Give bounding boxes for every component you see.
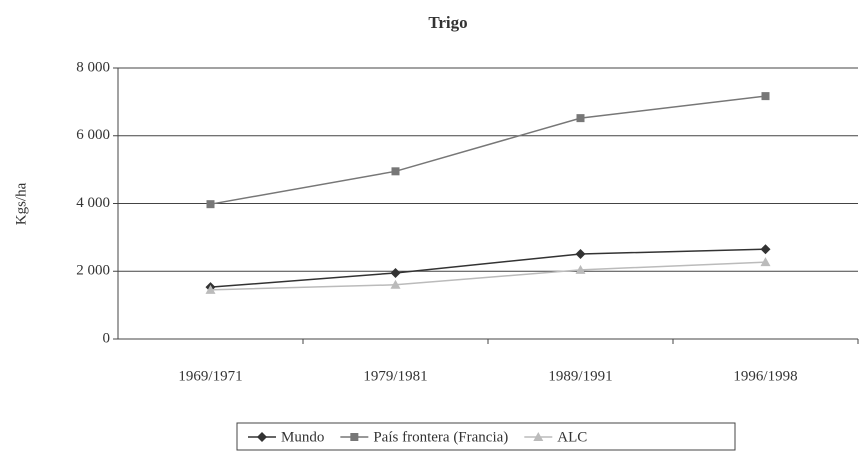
x-tick-label: 1969/1971 bbox=[178, 368, 242, 384]
legend-marker bbox=[533, 432, 544, 441]
marker bbox=[576, 114, 585, 123]
marker bbox=[205, 284, 216, 294]
legend-label: Mundo bbox=[281, 429, 324, 445]
chart-title: Trigo bbox=[428, 13, 467, 32]
legend-marker bbox=[257, 432, 267, 442]
x-tick-label: 1979/1981 bbox=[363, 368, 427, 384]
series-line bbox=[210, 261, 766, 291]
marker bbox=[575, 248, 586, 259]
marker bbox=[390, 279, 401, 289]
series-line bbox=[210, 248, 766, 288]
marker bbox=[390, 267, 401, 278]
y-tick-label: 0 bbox=[103, 330, 111, 346]
legend-marker bbox=[350, 433, 359, 441]
marker bbox=[761, 92, 770, 101]
x-tick-label: 1996/1998 bbox=[733, 368, 797, 384]
marker bbox=[760, 257, 771, 267]
legend-label: País frontera (Francia) bbox=[373, 429, 508, 445]
y-axis-label: Kgs/ha bbox=[13, 182, 29, 225]
legend-label: ALC bbox=[557, 429, 587, 445]
marker bbox=[391, 167, 400, 176]
y-tick-label: 4 000 bbox=[76, 195, 110, 211]
y-tick-label: 2 000 bbox=[76, 263, 110, 279]
y-tick-label: 6 000 bbox=[76, 127, 110, 143]
x-tick-label: 1989/1991 bbox=[548, 368, 612, 384]
marker bbox=[575, 264, 586, 274]
marker bbox=[760, 244, 771, 255]
series-line bbox=[210, 95, 766, 205]
legend-box bbox=[236, 422, 736, 451]
marker bbox=[206, 200, 215, 209]
y-tick-label: 8 000 bbox=[76, 59, 110, 75]
